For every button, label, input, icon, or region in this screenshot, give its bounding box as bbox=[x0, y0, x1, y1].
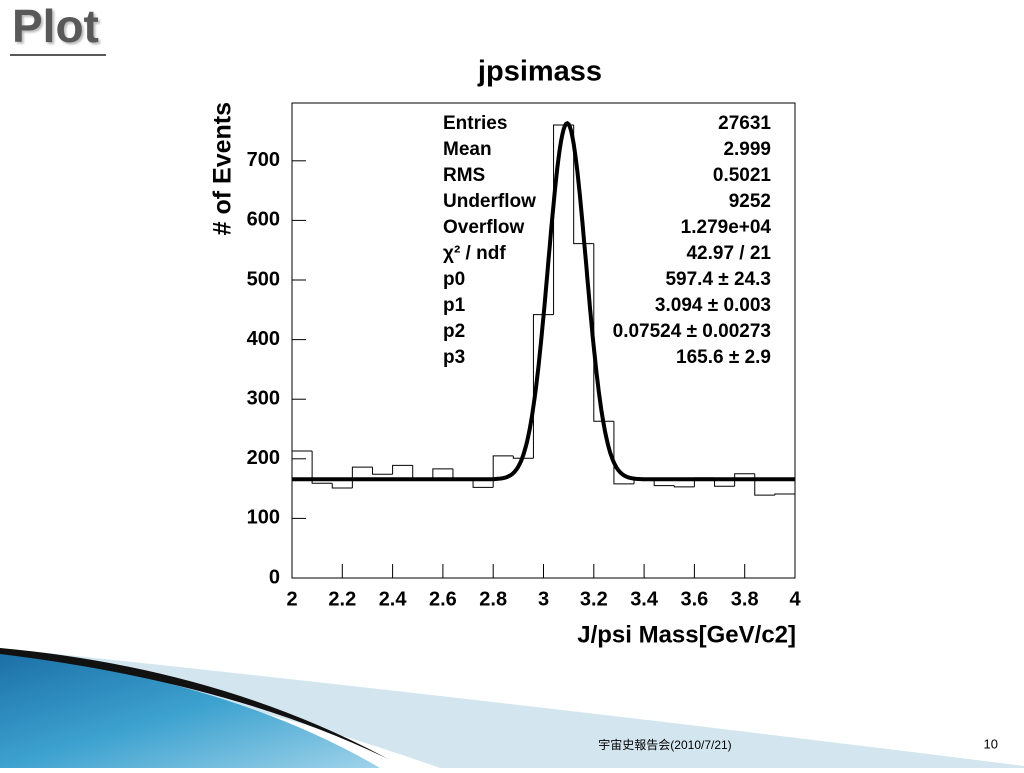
histogram-bin bbox=[392, 464, 413, 475]
histogram-bin bbox=[472, 479, 494, 488]
stats-value: 0.5021 bbox=[713, 165, 772, 186]
histogram-bin bbox=[553, 124, 574, 315]
slide-title: Plot bbox=[12, 0, 99, 52]
y-tick-label: 400 bbox=[247, 328, 280, 350]
x-tick-label: 3 bbox=[538, 588, 549, 610]
stats-value: 1.279e+04 bbox=[681, 217, 772, 238]
stats-value: 9252 bbox=[729, 191, 771, 212]
histogram-bin bbox=[754, 473, 775, 496]
stats-value: 2.999 bbox=[723, 139, 771, 160]
stats-label: Mean bbox=[443, 139, 492, 160]
x-tick-label: 2.8 bbox=[479, 588, 507, 610]
histogram-bin bbox=[593, 243, 614, 422]
y-axis-title: # of Events bbox=[209, 102, 237, 235]
y-tick-label: 300 bbox=[247, 387, 280, 409]
x-tick-label: 4 bbox=[789, 588, 801, 610]
fit-curve bbox=[292, 121, 795, 482]
y-tick-label: 500 bbox=[247, 268, 280, 290]
y-tick-label: 600 bbox=[247, 209, 280, 231]
chart-title: jpsimass bbox=[477, 56, 602, 88]
x-tick-label: 2.6 bbox=[429, 588, 457, 610]
deco-light bbox=[0, 648, 1024, 768]
histogram-bin bbox=[311, 451, 333, 484]
stats-label: Underflow bbox=[443, 191, 536, 212]
x-axis-title: J/psi Mass[GeV/c2] bbox=[577, 621, 796, 648]
stats-value: 27631 bbox=[718, 113, 771, 134]
x-tick-label: 3.6 bbox=[680, 588, 708, 610]
stats-value: 42.97 / 21 bbox=[686, 243, 771, 264]
histogram-bin bbox=[734, 473, 755, 487]
x-tick-label: 3.8 bbox=[731, 588, 759, 610]
stats-label: Entries bbox=[443, 113, 507, 134]
histogram-bin bbox=[512, 455, 534, 459]
histogram-bin bbox=[492, 455, 514, 488]
histogram-bin bbox=[673, 485, 695, 488]
footer: 宇宙史報告会(2010/7/21) bbox=[598, 737, 731, 752]
histogram-bin bbox=[432, 468, 453, 480]
x-tick-label: 3.4 bbox=[630, 588, 659, 610]
histogram-bin bbox=[774, 493, 796, 578]
fit-value: 3.094 ± 0.003 bbox=[655, 295, 771, 316]
histogram-bin bbox=[371, 467, 393, 475]
x-tick-label: 2.4 bbox=[379, 588, 408, 610]
stats-label: RMS bbox=[443, 165, 485, 186]
y-tick-label: 0 bbox=[269, 566, 280, 588]
y-tick-label: 700 bbox=[247, 149, 280, 171]
x-tick-label: 2 bbox=[286, 588, 297, 610]
x-tick-label: 3.2 bbox=[580, 588, 608, 610]
histogram-bin bbox=[331, 483, 353, 489]
histogram-bin bbox=[653, 479, 675, 487]
histogram-bin bbox=[613, 421, 635, 485]
fit-name: p0 bbox=[443, 269, 465, 290]
deco-blue bbox=[0, 652, 380, 768]
y-tick-label: 100 bbox=[247, 507, 280, 529]
fit-name: p1 bbox=[443, 295, 466, 316]
x-tick-label: 2.2 bbox=[328, 588, 356, 610]
page-number: 10 bbox=[984, 736, 998, 751]
fit-name: p2 bbox=[443, 321, 465, 342]
fit-value: 0.07524 ± 0.00273 bbox=[613, 321, 771, 342]
histogram-bin bbox=[573, 125, 594, 245]
fit-name: p3 bbox=[443, 347, 465, 368]
fit-value: 165.6 ± 2.9 bbox=[676, 347, 771, 368]
fit-value: 597.4 ± 24.3 bbox=[665, 269, 771, 290]
stats-label: χ² / ndf bbox=[443, 243, 506, 264]
histogram-bin bbox=[291, 450, 313, 578]
stats-label: Overflow bbox=[443, 217, 525, 238]
y-tick-label: 200 bbox=[247, 447, 280, 469]
